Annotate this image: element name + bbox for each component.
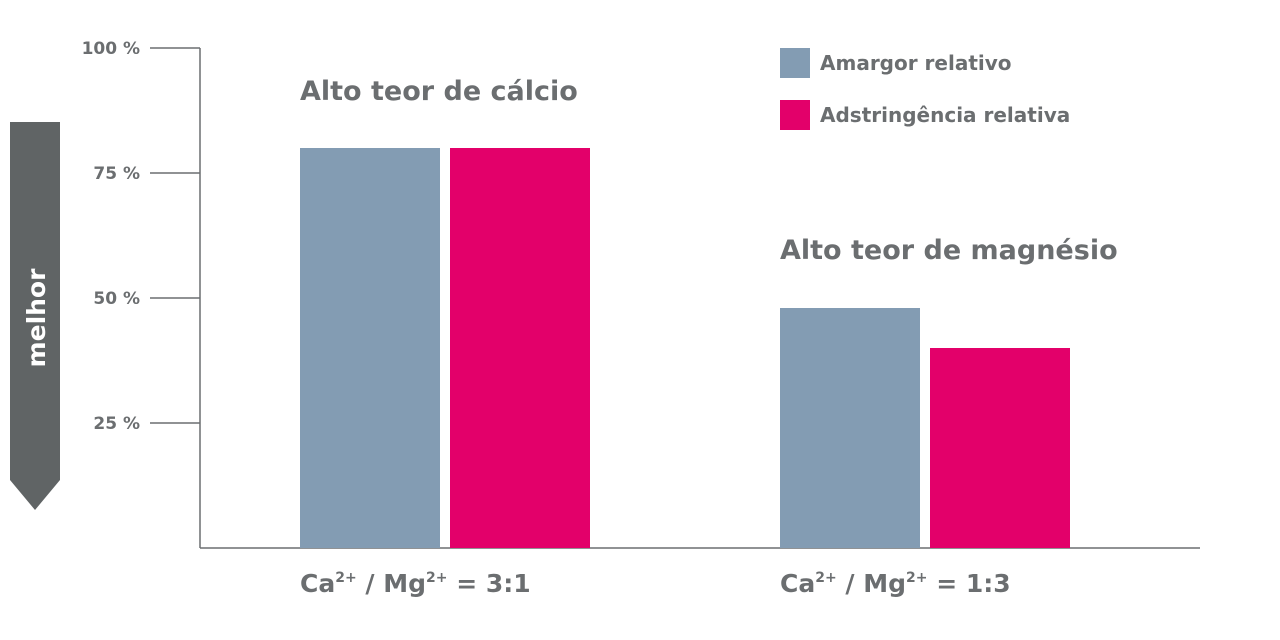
- group-title-2: Alto teor de magnésio: [780, 235, 1118, 266]
- bar-adstringencia-1: [450, 148, 590, 548]
- legend-label-2: Adstringência relativa: [820, 103, 1070, 127]
- legend-label-1: Amargor relativo: [820, 51, 1012, 75]
- bar-amargor-1: [300, 148, 440, 548]
- legend-swatch-2: [780, 100, 810, 130]
- y-tick-label: 75 %: [93, 164, 140, 184]
- group-title-1: Alto teor de cálcio: [300, 76, 578, 107]
- bar-amargor-2: [780, 308, 920, 548]
- legend-swatch-1: [780, 48, 810, 78]
- category-label-2: Ca2+ / Mg2+ = 1:3: [780, 569, 1011, 598]
- y-tick-label: 50 %: [93, 289, 140, 309]
- better-arrow: [10, 122, 60, 510]
- better-arrow-label: melhor: [22, 268, 51, 368]
- bar-adstringencia-2: [930, 348, 1070, 548]
- category-label-1: Ca2+ / Mg2+ = 3:1: [300, 569, 531, 598]
- y-tick-label: 25 %: [93, 414, 140, 434]
- y-tick-label: 100 %: [82, 39, 140, 59]
